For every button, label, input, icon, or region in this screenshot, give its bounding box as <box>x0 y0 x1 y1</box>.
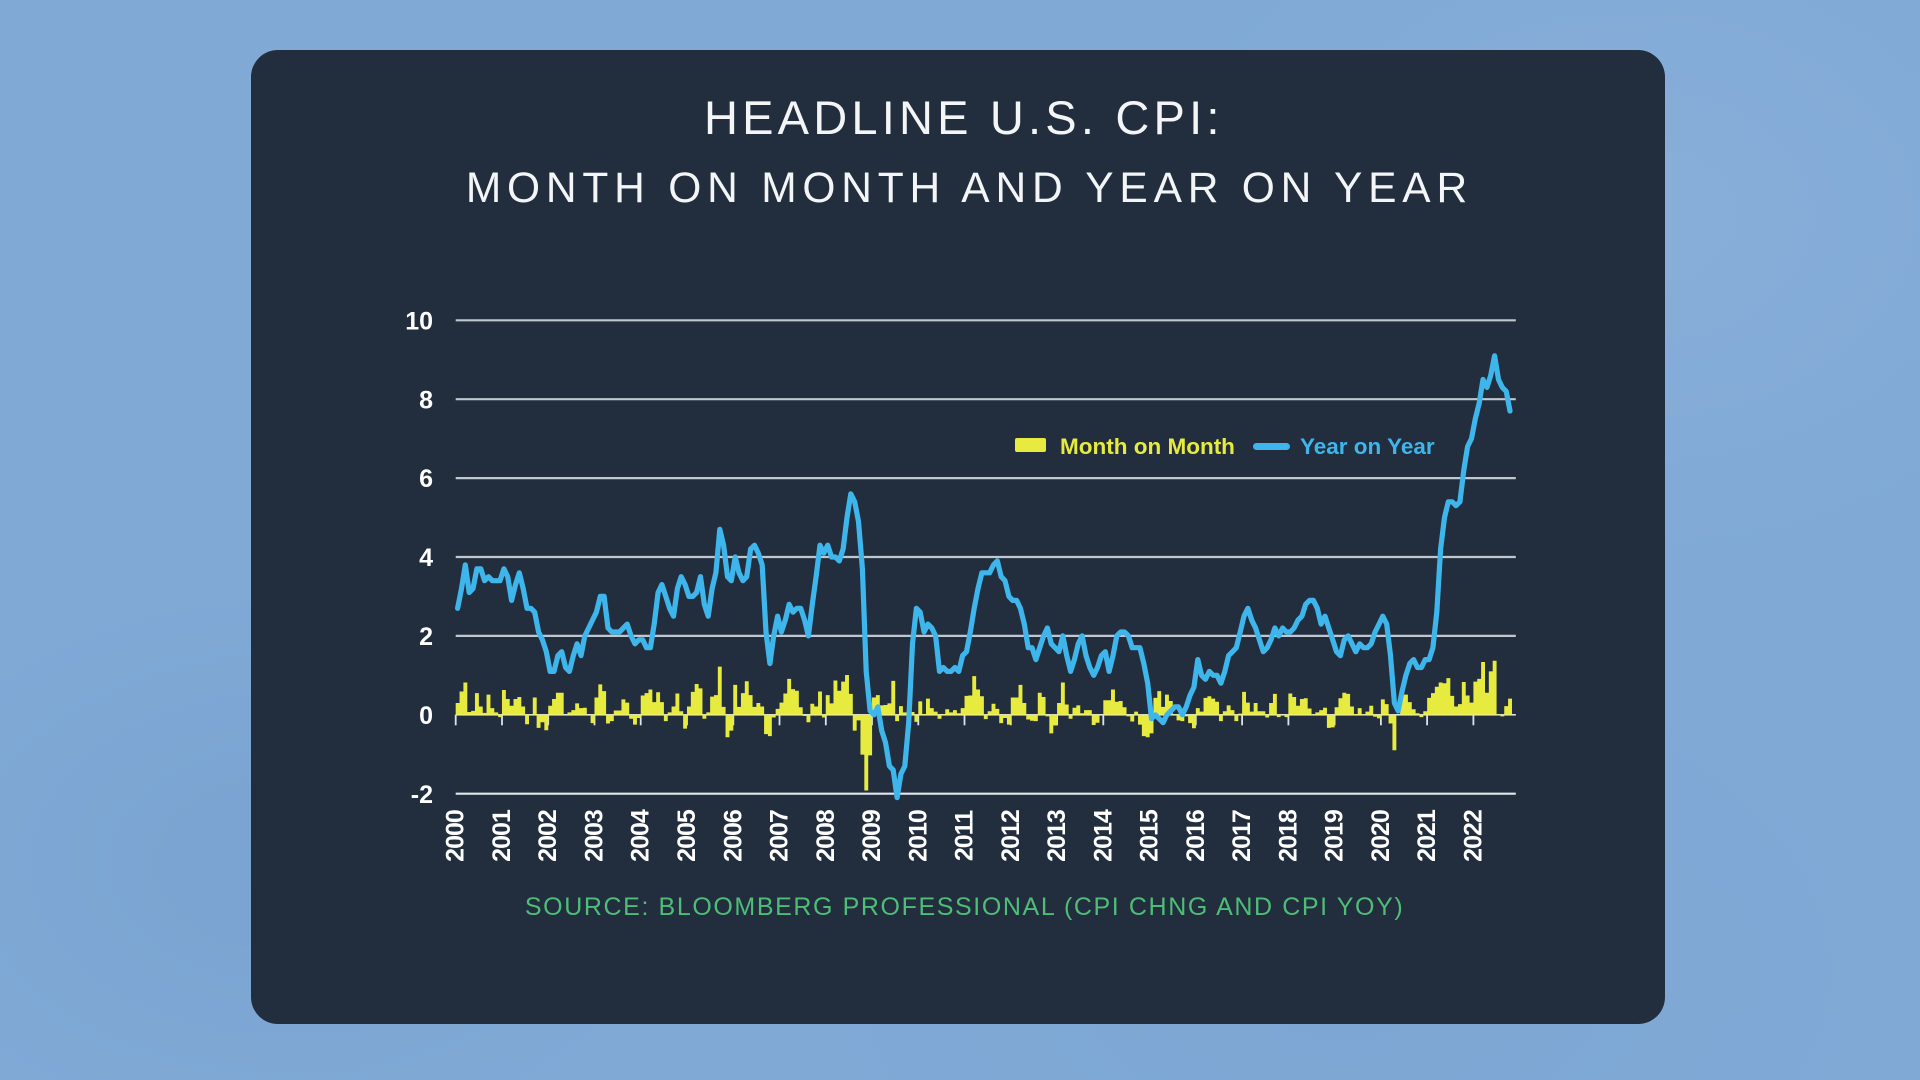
svg-text:2018: 2018 <box>1274 809 1302 862</box>
svg-text:2003: 2003 <box>581 810 609 862</box>
svg-text:2014: 2014 <box>1089 809 1117 862</box>
svg-text:-2: -2 <box>411 781 433 809</box>
svg-text:2000: 2000 <box>442 810 470 862</box>
svg-text:2010: 2010 <box>904 810 932 862</box>
svg-text:2006: 2006 <box>719 810 747 862</box>
svg-text:2007: 2007 <box>766 810 794 862</box>
svg-text:2016: 2016 <box>1182 810 1210 862</box>
svg-text:2022: 2022 <box>1459 810 1487 862</box>
svg-text:0: 0 <box>419 702 433 730</box>
svg-text:2017: 2017 <box>1228 810 1256 862</box>
svg-text:2020: 2020 <box>1367 810 1395 862</box>
svg-text:2001: 2001 <box>488 809 516 862</box>
svg-text:2019: 2019 <box>1321 810 1349 862</box>
svg-text:6: 6 <box>419 465 433 493</box>
svg-text:2005: 2005 <box>673 809 701 862</box>
svg-text:2013: 2013 <box>1043 810 1071 862</box>
svg-text:4: 4 <box>419 544 433 572</box>
svg-text:2011: 2011 <box>951 810 979 861</box>
svg-text:2004: 2004 <box>627 809 655 862</box>
svg-text:2: 2 <box>419 623 433 651</box>
svg-text:10: 10 <box>405 307 433 335</box>
svg-text:2012: 2012 <box>997 810 1025 862</box>
svg-text:2008: 2008 <box>812 809 840 862</box>
svg-text:2015: 2015 <box>1136 809 1164 862</box>
svg-text:2002: 2002 <box>534 810 562 862</box>
svg-text:8: 8 <box>419 386 433 414</box>
svg-text:2021: 2021 <box>1413 809 1441 862</box>
svg-text:2009: 2009 <box>858 810 886 862</box>
